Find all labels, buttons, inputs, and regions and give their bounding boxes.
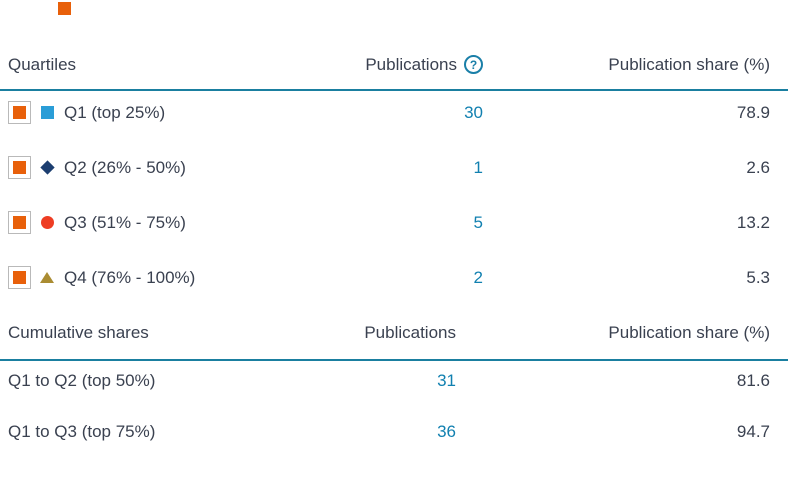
quartile-label: Q4 (76% - 100%) xyxy=(64,268,196,287)
publication-share-column-header: Publication share (%) xyxy=(608,55,770,74)
publication-share-value: 94.7 xyxy=(736,422,770,441)
cumulative-shares-column-header: Cumulative shares xyxy=(8,322,149,342)
publication-share-value: 81.6 xyxy=(736,371,770,390)
publications-count-link[interactable]: 30 xyxy=(464,103,483,122)
quartile-tables: Quartiles Publications ? Publication sha… xyxy=(0,40,788,457)
quartiles-header-row: Quartiles Publications ? Publication sha… xyxy=(0,40,788,91)
row-checkbox[interactable] xyxy=(8,156,31,179)
publication-share-value: 13.2 xyxy=(736,213,770,232)
publication-share-column-header: Publication share (%) xyxy=(608,322,770,342)
checkbox-checked-fill xyxy=(13,216,26,229)
row-checkbox[interactable] xyxy=(8,211,31,234)
table-row: Q1 to Q3 (top 75%) 36 94.7 xyxy=(0,406,788,457)
publications-count-link[interactable]: 31 xyxy=(437,371,456,390)
row-checkbox[interactable] xyxy=(8,266,31,289)
quartiles-column-header: Quartiles xyxy=(8,55,77,74)
publications-count-link[interactable]: 1 xyxy=(473,158,483,177)
question-circle-icon[interactable]: ? xyxy=(464,55,483,74)
quartile-label: Q1 (top 25%) xyxy=(64,103,166,122)
checkbox-checked-fill xyxy=(13,161,26,174)
cropped-legend-square-icon xyxy=(58,2,71,15)
q2-diamond-marker-icon xyxy=(39,160,55,175)
publication-share-value: 5.3 xyxy=(746,268,770,287)
cumulative-shares-table: Cumulative shares Publications Publicati… xyxy=(0,305,788,457)
quartiles-table: Quartiles Publications ? Publication sha… xyxy=(0,40,788,305)
cumulative-header-row: Cumulative shares Publications Publicati… xyxy=(0,305,788,361)
table-row: Q1 (top 25%) 30 78.9 xyxy=(0,85,788,140)
quartile-label: Q2 (26% - 50%) xyxy=(64,158,186,177)
table-row: Q1 to Q2 (top 50%) 31 81.6 xyxy=(0,355,788,406)
table-row: Q2 (26% - 50%) 1 2.6 xyxy=(0,140,788,195)
publications-count-link[interactable]: 5 xyxy=(473,213,483,232)
cumulative-label: Q1 to Q3 (top 75%) xyxy=(8,422,156,441)
quartile-label: Q3 (51% - 75%) xyxy=(64,213,186,232)
publications-column-header: Publications xyxy=(365,55,457,74)
row-checkbox[interactable] xyxy=(8,101,31,124)
table-row: Q3 (51% - 75%) 5 13.2 xyxy=(0,195,788,250)
checkbox-checked-fill xyxy=(13,106,26,119)
publications-count-link[interactable]: 2 xyxy=(473,268,483,287)
table-row: Q4 (76% - 100%) 2 5.3 xyxy=(0,250,788,305)
publication-share-value: 78.9 xyxy=(736,103,770,122)
cumulative-label: Q1 to Q2 (top 50%) xyxy=(8,371,156,390)
publications-column-header: Publications xyxy=(364,322,456,342)
checkbox-checked-fill xyxy=(13,271,26,284)
publications-count-link[interactable]: 36 xyxy=(437,422,456,441)
q3-circle-marker-icon xyxy=(40,216,54,229)
q4-triangle-marker-icon xyxy=(40,272,54,283)
q1-square-marker-icon xyxy=(40,106,54,119)
publication-share-value: 2.6 xyxy=(746,158,770,177)
